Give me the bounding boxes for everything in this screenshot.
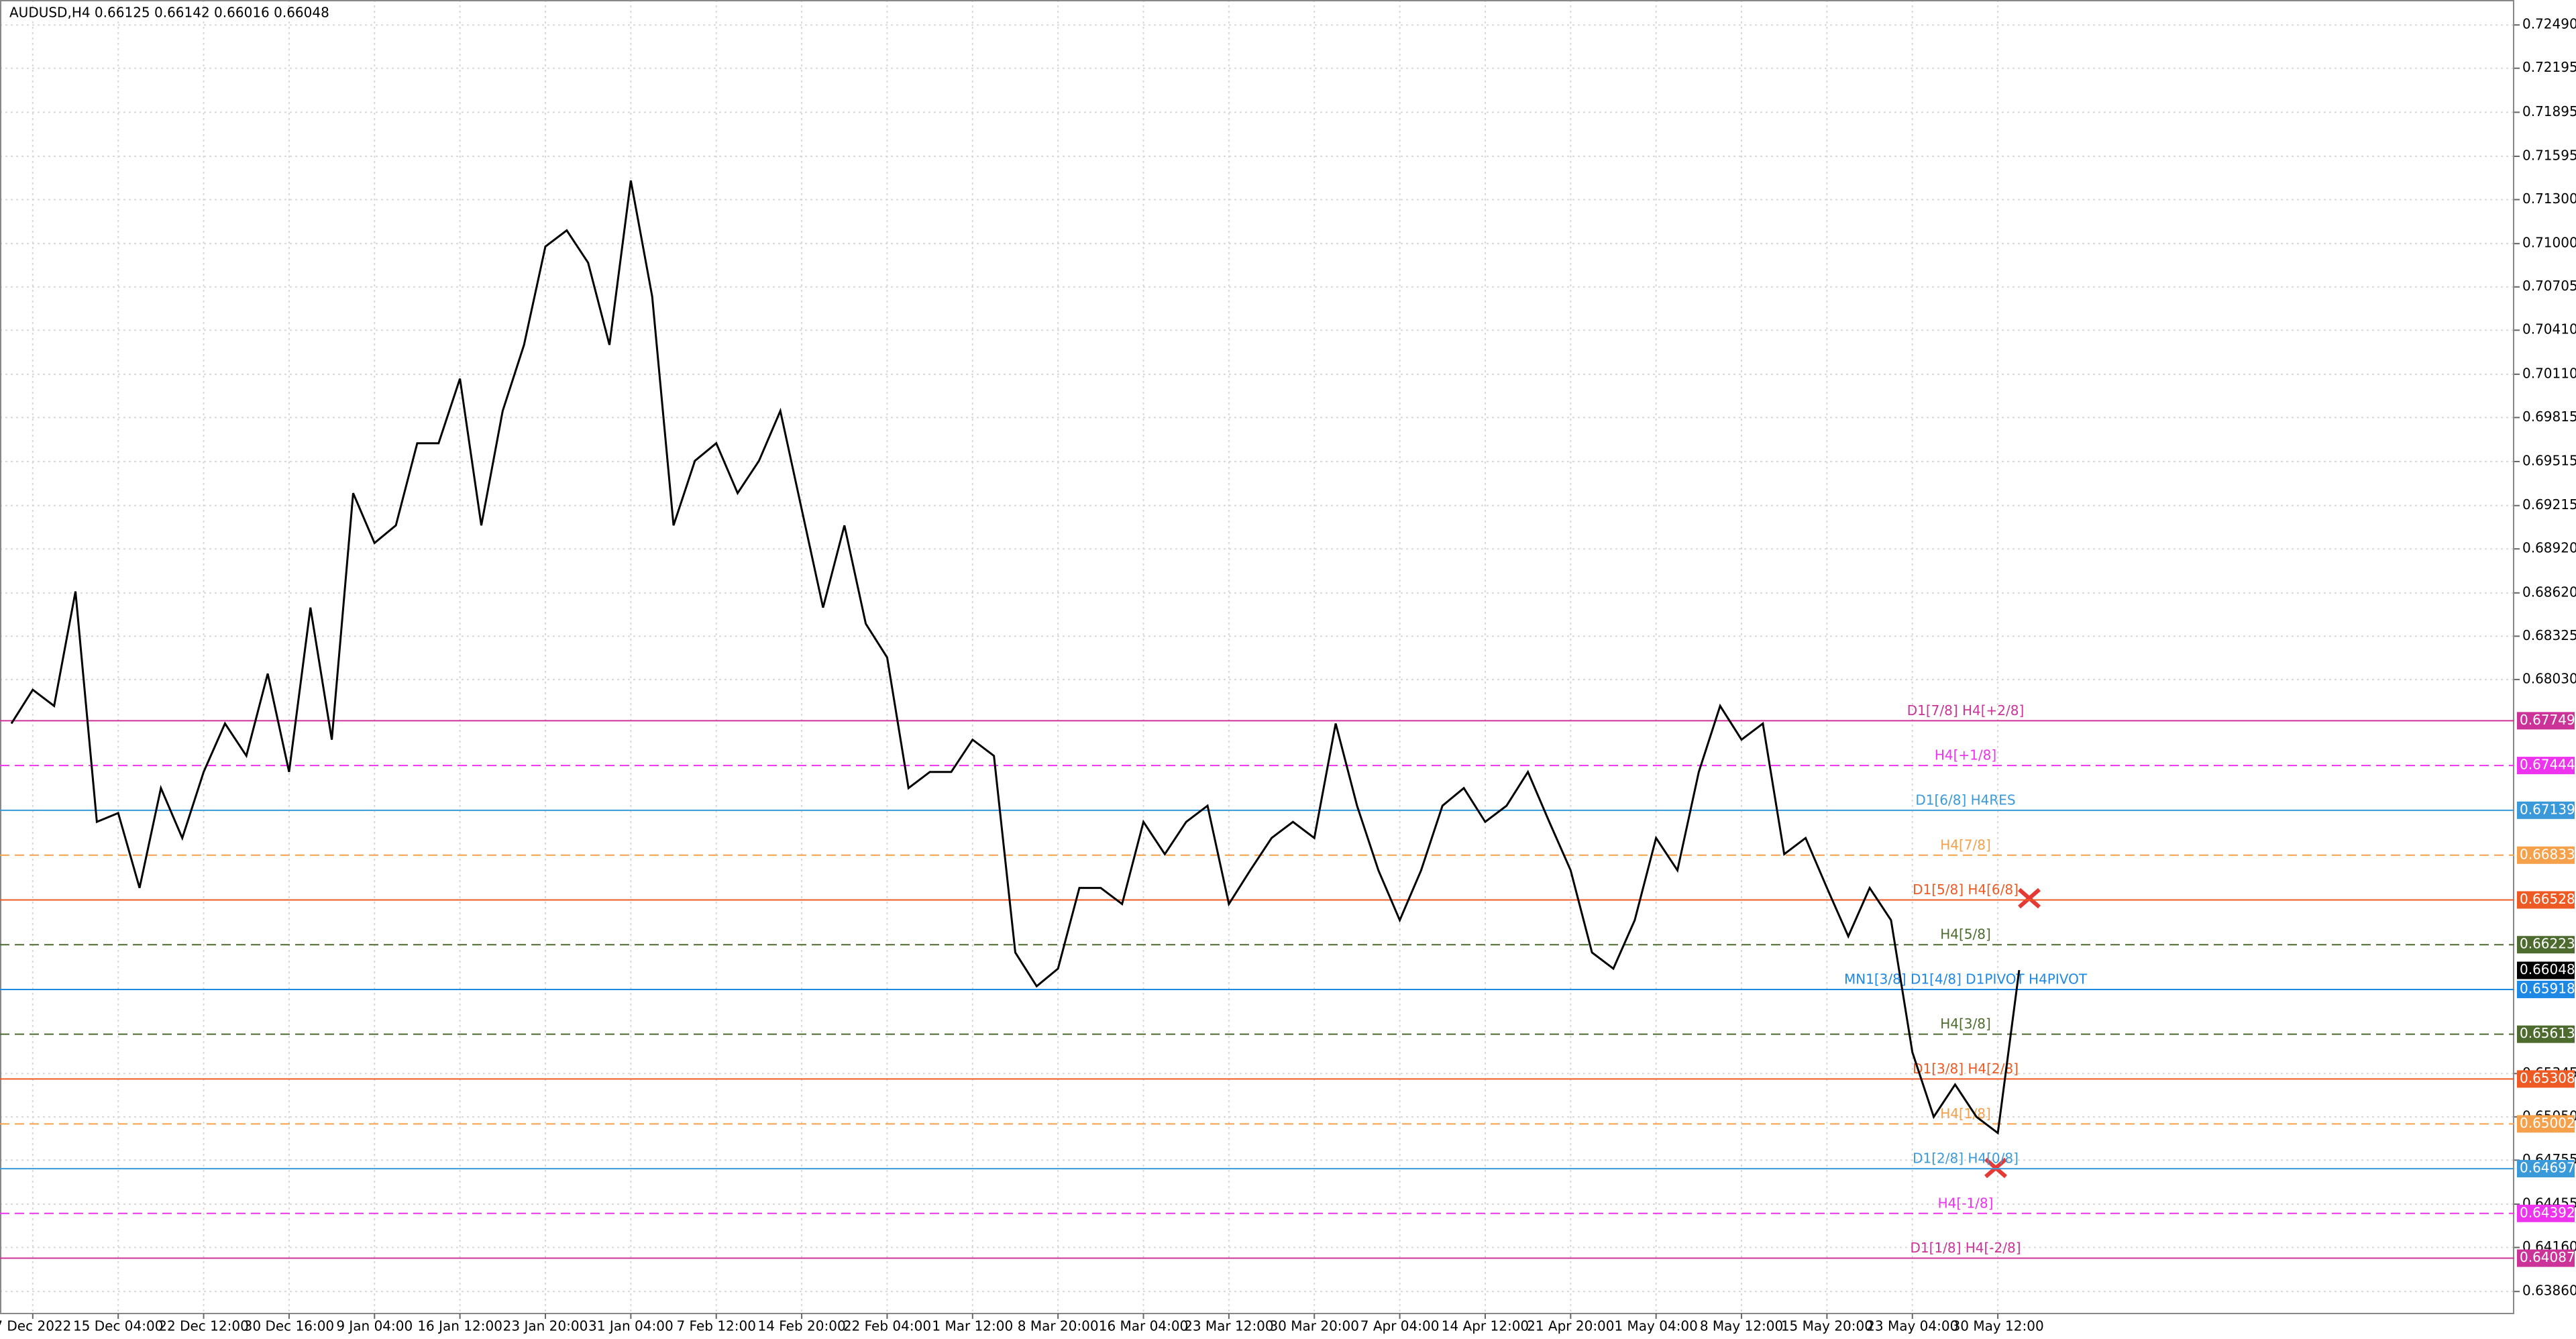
plot-frame [0,0,2514,1314]
cross-marker [1984,1157,2007,1179]
level-price-box [2517,757,2575,775]
x-tick-label: 22 Dec 12:00 [158,1318,249,1334]
x-tick-label: 16 Jan 12:00 [417,1318,502,1334]
x-tick-label: 8 Mar 20:00 [1018,1318,1099,1334]
level-label: H4[3/8] [1940,1016,1991,1032]
y-tick-label: 0.70110 [2522,365,2576,381]
level-label: D1[7/8] H4[+2/8] [1907,702,2025,718]
y-tick-label: 0.70410 [2522,321,2576,337]
last-price-label: 0.66048 [2520,961,2575,977]
x-tick-label: 9 Jan 04:00 [336,1318,413,1334]
x-tick-label: 30 May 12:00 [1952,1318,2044,1334]
level-label: H4[1/8] [1940,1106,1991,1122]
level-price-label: 0.64392 [2520,1204,2575,1220]
y-tick-label: 0.70705 [2522,278,2576,294]
level-label: D1[2/8] H4[0/8] [1913,1150,2019,1167]
level-price-box [2517,1204,2575,1222]
y-tick-label: 0.71595 [2522,147,2576,163]
x-tick-label: 31 Jan 04:00 [588,1318,674,1334]
level-price-label: 0.64697 [2520,1160,2575,1176]
level-price-box [2517,1025,2575,1043]
level-price-box [2517,846,2575,864]
level-label: H4[-1/8] [1938,1195,1994,1211]
y-tick-label: 0.71300 [2522,191,2576,207]
level-price-label: 0.65002 [2520,1115,2575,1131]
level-label: H4[5/8] [1940,926,1991,943]
x-tick-label: 1 Mar 12:00 [932,1318,1013,1334]
x-tick-label: 1 May 04:00 [1614,1318,1697,1334]
level-price-box [2517,1070,2575,1088]
x-tick-label: 23 May 04:00 [1866,1318,1958,1334]
y-tick-label: 0.69215 [2522,496,2576,513]
y-tick-label: 0.72195 [2522,59,2576,75]
level-price-label: 0.64087 [2520,1249,2575,1265]
level-price-label: 0.66528 [2520,891,2575,907]
y-tick-label: 0.69515 [2522,453,2576,469]
price-line [10,180,2021,1135]
level-price-box [2517,712,2575,730]
x-tick-label: 7 Feb 12:00 [676,1318,756,1334]
x-tick-label: 30 Mar 20:00 [1269,1318,1359,1334]
x-tick-label: 16 Mar 04:00 [1099,1318,1189,1334]
grid [0,0,2514,1314]
level-price-box [2517,936,2575,954]
x-tick-label: 22 Feb 04:00 [843,1318,931,1334]
x-tick-label: 30 Dec 16:00 [244,1318,335,1334]
level-price-label: 0.67749 [2520,712,2575,728]
x-tick-label: 14 Apr 12:00 [1442,1318,1529,1334]
y-tick-label: 0.63860 [2522,1283,2576,1299]
level-price-label: 0.65308 [2520,1070,2575,1086]
level-label: D1[3/8] H4[2/8] [1913,1061,2019,1077]
cross-marker [2018,888,2041,909]
level-price-label: 0.65613 [2520,1025,2575,1041]
x-tick-label: 8 May 12:00 [1700,1318,1783,1334]
x-tick-label: 7 Apr 04:00 [1360,1318,1440,1334]
y-tick-label: 0.69815 [2522,409,2576,425]
level-price-box [2517,1249,2575,1267]
level-price-label: 0.65918 [2520,980,2575,996]
y-tick-label: 0.68920 [2522,540,2576,556]
last-price-box [2517,961,2575,979]
level-label: H4[+1/8] [1935,747,1996,763]
y-tick-label: 0.68030 [2522,670,2576,686]
symbol-info: AUDUSD,H4 0.66125 0.66142 0.66016 0.6604… [9,5,329,21]
y-tick-label: 0.68620 [2522,584,2576,600]
level-label: D1[6/8] H4RES [1915,792,2015,808]
level-price-box [2517,980,2575,998]
y-tick-label: 0.72490 [2522,16,2576,32]
level-label: D1[1/8] H4[-2/8] [1910,1240,2021,1256]
x-tick-label: 7 Dec 2022 [0,1318,71,1334]
markers [1984,888,2041,1179]
x-tick-label: 21 Apr 20:00 [1527,1318,1614,1334]
x-tick-label: 15 May 20:00 [1781,1318,1873,1334]
x-tick-label: 23 Jan 20:00 [503,1318,588,1334]
level-price-label: 0.67139 [2520,801,2575,817]
y-tick-label: 0.68325 [2522,627,2576,643]
level-price-box [2517,801,2575,819]
y-tick-label: 0.71895 [2522,103,2576,119]
x-tick-label: 15 Dec 04:00 [73,1318,164,1334]
level-label: MN1[3/8] D1[4/8] D1PIVOT H4PIVOT [1844,971,2088,987]
level-price-label: 0.66833 [2520,846,2575,862]
level-label: H4[7/8] [1940,837,1991,853]
level-price-box [2517,891,2575,909]
level-price-box [2517,1160,2575,1178]
level-price-label: 0.67444 [2520,757,2575,773]
level-label: D1[5/8] H4[6/8] [1913,881,2019,898]
x-tick-label: 23 Mar 12:00 [1184,1318,1274,1334]
level-price-label: 0.66223 [2520,936,2575,952]
y-tick-label: 0.71000 [2522,235,2576,251]
x-tick-label: 14 Feb 20:00 [757,1318,845,1334]
level-price-box [2517,1115,2575,1133]
